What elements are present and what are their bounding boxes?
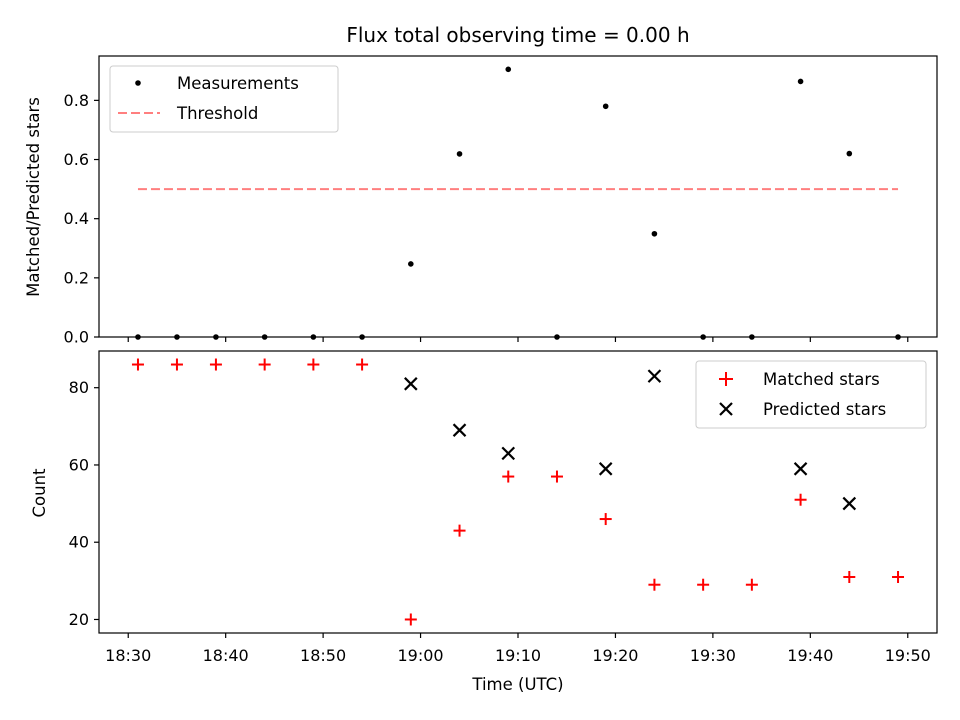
measurement-point [505,66,512,73]
matched-star-point [131,358,144,371]
count-y-axis-label: Count [30,468,49,518]
predicted-star-point [501,446,516,461]
matched-star-point [209,358,222,371]
legend-predicted-marker [719,402,733,416]
x-tick-label: 19:50 [885,646,931,665]
matched-star-point [648,578,661,591]
ratio-y-axis-label: Matched/Predicted stars [24,97,43,297]
predicted-star-point [842,496,857,511]
measurement-point [456,151,463,157]
count-y-ticks: 20 40 60 80 [69,378,99,629]
count-legend: Matched stars Predicted stars [695,360,927,429]
x-axis-label: Time (UTC) [471,675,563,694]
ratio-panel: 0.00.20.40.60.8 Matched/Predicted stars … [24,55,938,347]
count-legend-box [695,360,927,429]
count-y-tick-label: 80 [69,378,89,397]
ratio-legend: Measurements Threshold [109,65,339,133]
matched-star-point [550,470,563,483]
x-tick-label: 18:30 [105,646,151,665]
predicted-star-point [404,377,418,391]
matched-star-point [307,358,320,371]
ratio-y-ticks: 0.0 0.2 0.4 0.6 0.8 [64,91,99,347]
ratio-y-tick-label: 0.2 [64,268,89,287]
measurement-point [797,78,804,85]
x-tick-label: 18:40 [203,646,249,665]
legend-threshold-label: Threshold [176,104,258,123]
legend-measurements-label: Measurements [177,74,299,93]
ratio-y-tick-label: 0.0 [64,328,89,347]
x-tick-label: 19:30 [690,646,736,665]
matched-star-point [745,578,758,591]
matched-star-point [599,513,612,526]
matched-star-point [843,570,856,583]
matched-star-point [404,613,417,626]
ratio-x-tick-marks [127,337,909,342]
legend-predicted-label: Predicted stars [763,400,886,419]
predicted-star-point [793,462,808,476]
x-tick-label: 19:00 [398,646,444,665]
matched-star-point [170,358,183,371]
x-tick-label: 19:40 [787,646,833,665]
matched-star-point [453,524,466,537]
x-tick-label: 19:20 [592,646,638,665]
ratio-y-tick-label: 0.6 [64,150,89,169]
measurement-point [602,103,609,110]
count-y-tick-label: 20 [69,610,89,629]
predicted-star-point [452,423,467,437]
x-tick-label: 19:10 [495,646,541,665]
predicted-star-point [647,369,662,383]
matched-star-point [697,578,710,591]
count-y-tick-label: 60 [69,455,89,474]
count-x-ticks: 18:30 18:40 18:50 19:00 19:10 19:20 19:30 19:40… [105,633,931,665]
ratio-legend-box [109,65,339,133]
x-tick-label: 18:50 [300,646,346,665]
ratio-y-tick-label: 0.4 [64,209,89,228]
chart-title: Flux total observing time = 0.00 h [346,23,689,47]
count-y-tick-label: 40 [69,533,89,552]
matched-star-point [356,358,369,371]
measurement-point [651,230,658,237]
ratio-y-tick-label: 0.8 [64,91,89,110]
measurement-point [408,261,414,267]
matched-star-point [892,570,905,583]
matched-star-point [794,493,807,506]
predicted-star-point [598,462,613,476]
legend-matched-label: Matched stars [763,370,880,389]
measurement-point [846,150,853,157]
count-marks [131,358,905,626]
matched-star-point [258,358,271,371]
matched-star-point [502,470,515,483]
legend-measurements-marker [135,80,141,86]
legend-matched-marker [719,372,733,386]
